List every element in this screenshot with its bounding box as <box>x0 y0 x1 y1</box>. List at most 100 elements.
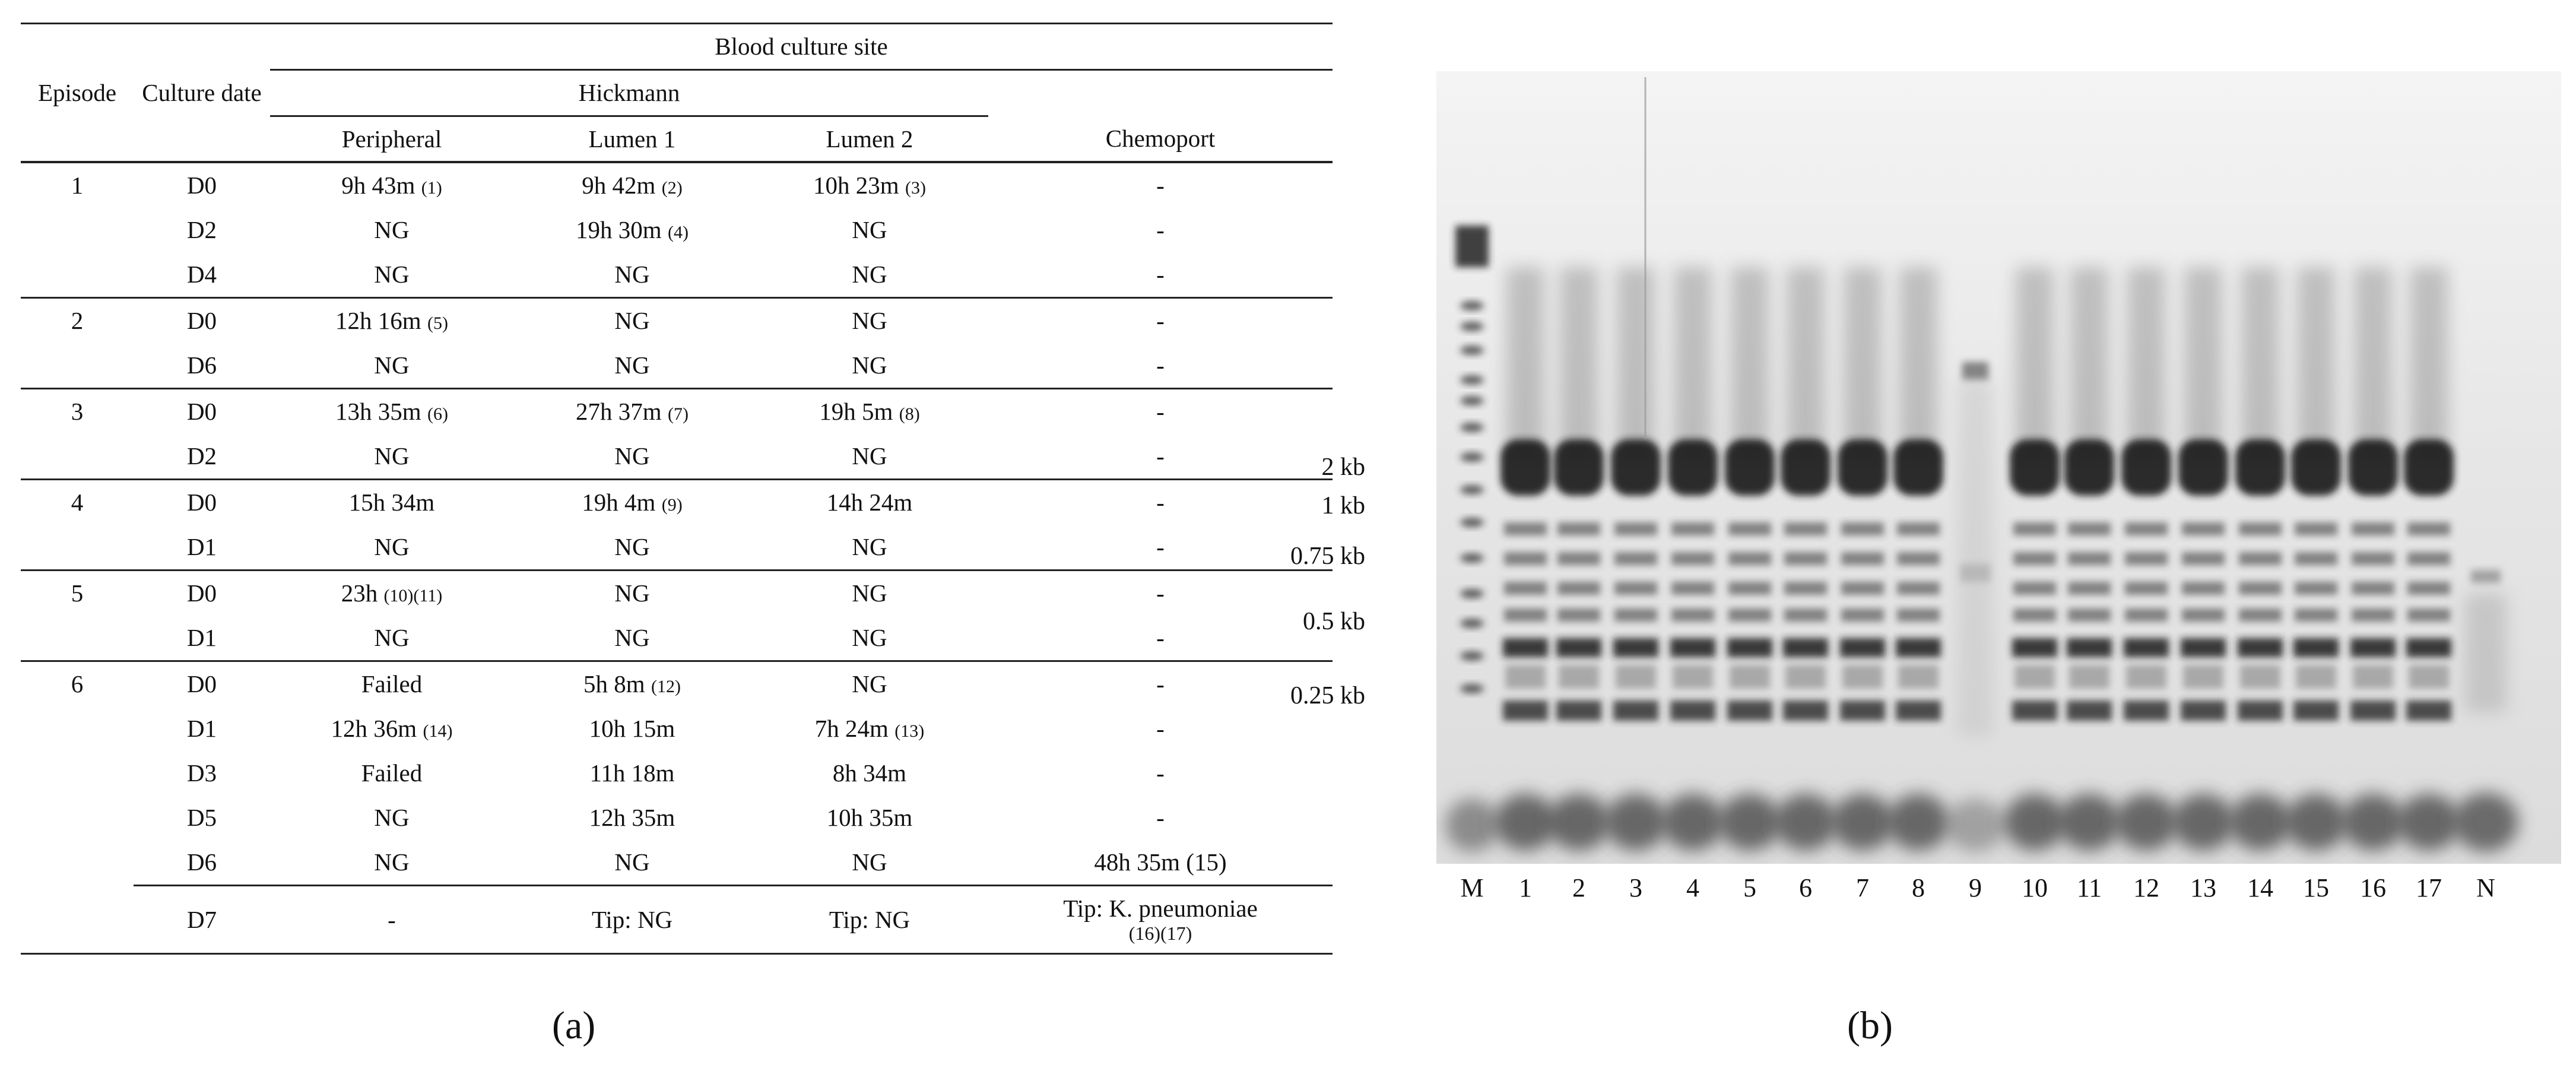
smear <box>1899 267 1937 463</box>
smear <box>2184 267 2222 463</box>
band <box>1898 665 1939 689</box>
smear <box>2297 267 2335 463</box>
culture-date-cell-value: D0 <box>186 307 217 334</box>
band <box>1504 552 1547 565</box>
primer-dimer-spot <box>2004 794 2066 851</box>
lane-label: 15 <box>2303 873 2329 902</box>
primer-dimer-spot <box>1662 794 1724 851</box>
gel-lane-8 <box>1887 267 1949 851</box>
main-band <box>2121 439 2171 496</box>
smear <box>2465 594 2507 712</box>
ladder-band <box>1460 322 1484 331</box>
band <box>2012 701 2057 721</box>
lumen2-cell-ref: (3) <box>905 178 926 198</box>
smear <box>1506 267 1544 463</box>
lumen2-cell: NG <box>751 343 988 389</box>
peripheral-cell-value: Failed <box>361 670 423 698</box>
lumen2-cell: NG <box>751 252 988 299</box>
marker-size-label: 0.75 kb <box>1290 543 1365 570</box>
band <box>1783 701 1828 721</box>
culture-date-cell-value: D4 <box>186 261 217 288</box>
chemoport-tip-result: Tip: K. pneumoniae <box>1063 894 1258 922</box>
culture-date-cell: D5 <box>134 796 270 840</box>
chemoport-cell: - <box>988 389 1333 435</box>
lumen1-cell-value: 5h 8m <box>583 670 645 698</box>
chemoport-cell: 48h 35m (15) <box>988 840 1333 886</box>
peripheral-cell: 9h 43m (1) <box>270 162 513 208</box>
peripheral-cell: 15h 34m <box>270 480 513 525</box>
band <box>1842 665 1883 689</box>
band <box>2013 582 2056 595</box>
episode-cell: 6 <box>21 661 134 707</box>
lane-label: M <box>1460 873 1484 902</box>
primer-dimer-spot <box>2398 794 2460 851</box>
lumen1-cell: NG <box>513 252 751 299</box>
band <box>1728 522 1771 535</box>
episode-cell <box>21 525 134 571</box>
band <box>2295 522 2337 535</box>
band <box>2068 552 2111 565</box>
lumen2-cell: NG <box>751 840 988 886</box>
band <box>2293 638 2339 657</box>
band <box>2295 582 2337 595</box>
main-band <box>1668 439 1718 496</box>
weak-band <box>1962 362 1988 380</box>
band <box>1784 582 1827 595</box>
chemoport-cell-value: - <box>1156 351 1165 379</box>
main-band <box>1500 439 1550 496</box>
panel-b-label: (b) <box>1847 1004 1893 1047</box>
lumen1-cell: NG <box>513 840 751 886</box>
band <box>1840 638 1885 657</box>
band <box>2293 701 2339 721</box>
episode-cell <box>21 252 134 299</box>
smear <box>1617 267 1655 463</box>
culture-date-cell: D1 <box>134 525 270 571</box>
peripheral-cell: NG <box>270 525 513 571</box>
band <box>1896 701 1941 721</box>
marker-size-label: 0.5 kb <box>1303 608 1365 635</box>
peripheral-cell: Failed <box>270 661 513 707</box>
culture-date-cell-value: D5 <box>186 804 217 831</box>
lumen2-cell: 19h 5m (8) <box>751 389 988 435</box>
band <box>1670 638 1715 657</box>
lumen1-cell-ref: (2) <box>661 178 683 198</box>
lane-label: 11 <box>2076 873 2102 902</box>
lumen1-cell: 9h 42m (2) <box>513 162 751 208</box>
lumen2-cell-value: 10h 23m <box>813 172 899 199</box>
chemoport-cell: - <box>988 571 1333 616</box>
peripheral-cell: NG <box>270 796 513 840</box>
culture-date-cell-value: D1 <box>186 715 217 742</box>
band <box>1504 582 1547 595</box>
primer-dimer-spot <box>1832 794 1893 851</box>
main-band <box>1838 439 1887 496</box>
gel-lane-5 <box>1719 267 1781 851</box>
band <box>2352 552 2394 565</box>
lumen1-cell-value: NG <box>614 533 650 560</box>
lumen1-cell: 12h 35m <box>513 796 751 840</box>
culture-date-cell: D3 <box>134 751 270 796</box>
smear <box>2410 267 2448 463</box>
lumen1-cell-ref: (12) <box>651 677 681 696</box>
band <box>2182 552 2225 565</box>
chemoport-cell: - <box>988 208 1333 252</box>
blood-culture-table-panel: Episode Culture date Blood culture site … <box>21 23 1333 955</box>
culture-date-cell: D6 <box>134 840 270 886</box>
chemoport-cell-value: - <box>1156 261 1165 288</box>
band <box>1841 522 1884 535</box>
band <box>1504 609 1547 622</box>
weak-band <box>2471 570 2501 583</box>
episode-cell <box>21 616 134 662</box>
episode-cell-value: 2 <box>71 307 84 334</box>
primer-dimer-spot <box>1445 798 1499 852</box>
band <box>1614 582 1657 595</box>
band <box>1670 701 1715 721</box>
episode-cell-value: 3 <box>71 398 84 425</box>
band <box>2350 701 2396 721</box>
lumen2-cell-ref: (8) <box>899 404 920 424</box>
band <box>2182 522 2225 535</box>
ladder-band <box>1460 619 1484 628</box>
culture-date-cell: D6 <box>134 343 270 389</box>
chemoport-cell-value: - <box>1156 624 1165 651</box>
chemoport-cell: - <box>988 525 1333 571</box>
ladder-band <box>1460 346 1484 355</box>
